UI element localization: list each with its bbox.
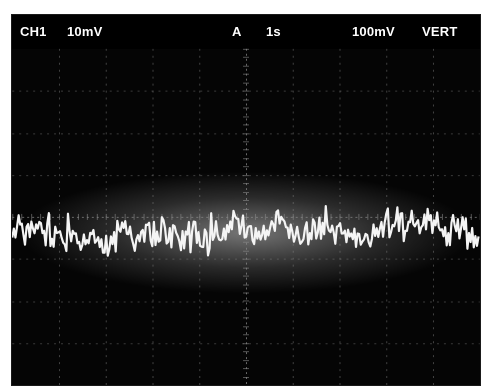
channel-label: CH1	[20, 24, 47, 39]
oscilloscope-screen-photo: CH1 10mV A 1s 100mV VERT	[11, 14, 481, 386]
readout-bar: CH1 10mV A 1s 100mV VERT	[12, 15, 480, 49]
vertical-range-readout: 100mV	[352, 24, 395, 39]
signal-trace-line	[12, 204, 480, 257]
vertical-mode-readout: VERT	[422, 24, 458, 39]
trigger-source-readout: A	[232, 24, 242, 39]
noise-trace	[12, 204, 480, 257]
timebase-readout: 1s	[266, 24, 281, 39]
scope-display	[12, 48, 480, 385]
channel-scale-readout: 10mV	[67, 24, 103, 39]
